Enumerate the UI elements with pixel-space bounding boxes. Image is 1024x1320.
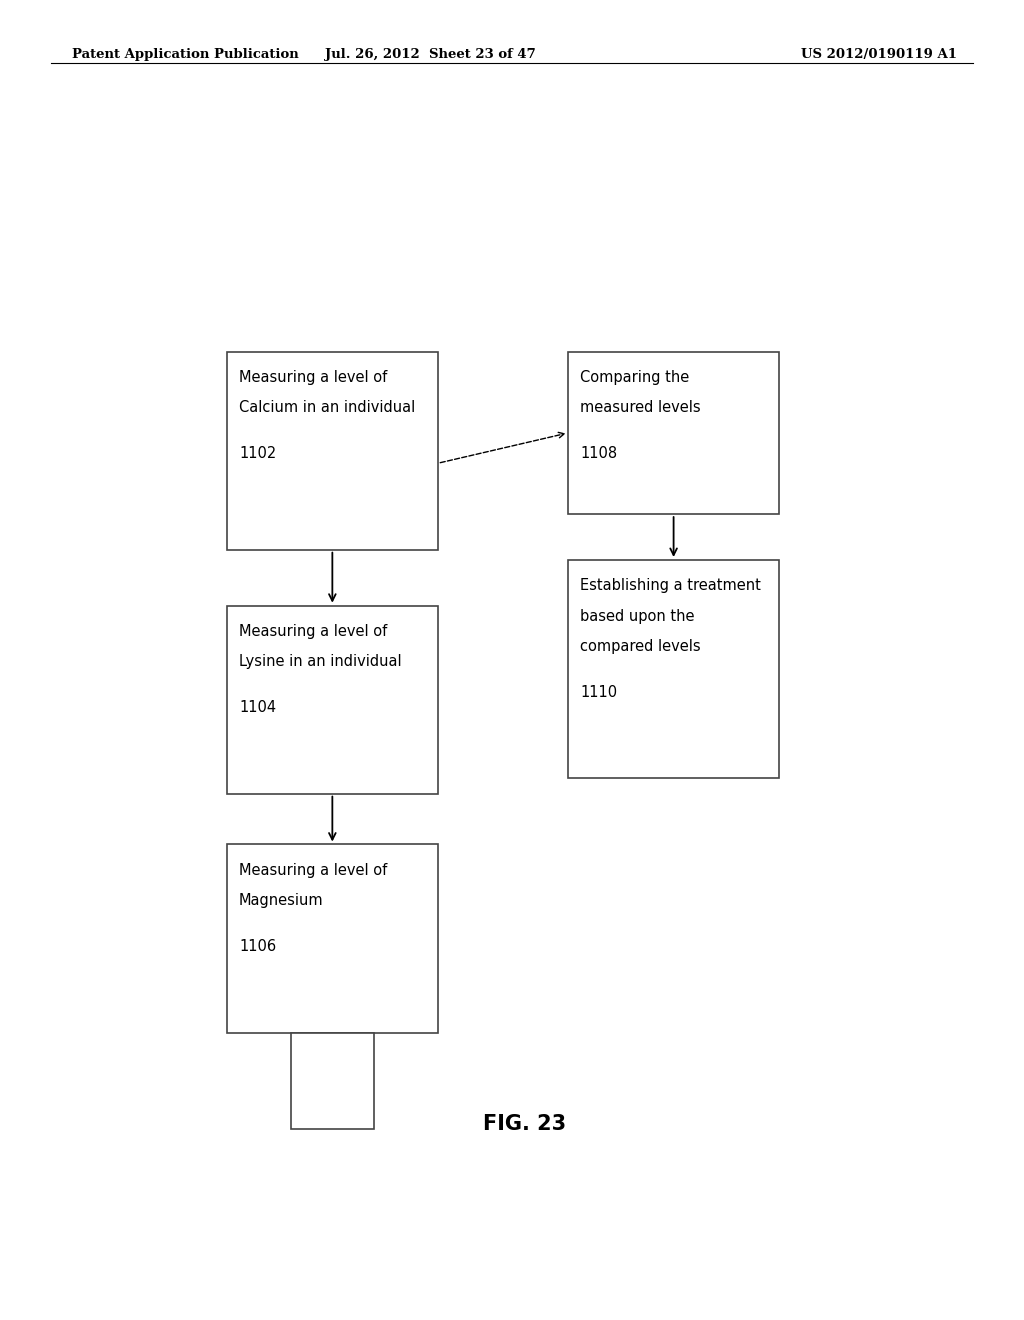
Bar <box>227 606 437 793</box>
Text: based upon the: based upon the <box>581 609 695 623</box>
Text: 1108: 1108 <box>581 446 617 461</box>
Text: Measuring a level of: Measuring a level of <box>240 863 387 878</box>
Text: measured levels: measured levels <box>581 400 701 416</box>
Bar <box>568 351 779 515</box>
Text: 1102: 1102 <box>240 446 276 461</box>
Text: 1110: 1110 <box>581 685 617 700</box>
Text: 1104: 1104 <box>240 700 276 715</box>
Bar <box>291 1032 374 1129</box>
Text: FIG. 23: FIG. 23 <box>483 1114 566 1134</box>
Text: Jul. 26, 2012  Sheet 23 of 47: Jul. 26, 2012 Sheet 23 of 47 <box>325 48 536 61</box>
Text: Measuring a level of: Measuring a level of <box>240 370 387 385</box>
Text: Comparing the: Comparing the <box>581 370 689 385</box>
Text: Establishing a treatment: Establishing a treatment <box>581 578 761 593</box>
Text: 1106: 1106 <box>240 939 276 954</box>
Bar <box>568 560 779 779</box>
Text: Measuring a level of: Measuring a level of <box>240 624 387 639</box>
Text: compared levels: compared levels <box>581 639 701 655</box>
Text: Magnesium: Magnesium <box>240 894 324 908</box>
Text: Lysine in an individual: Lysine in an individual <box>240 655 401 669</box>
Bar <box>227 351 437 549</box>
Text: Patent Application Publication: Patent Application Publication <box>72 48 298 61</box>
Bar <box>227 845 437 1032</box>
Text: Calcium in an individual: Calcium in an individual <box>240 400 416 416</box>
Text: US 2012/0190119 A1: US 2012/0190119 A1 <box>802 48 957 61</box>
